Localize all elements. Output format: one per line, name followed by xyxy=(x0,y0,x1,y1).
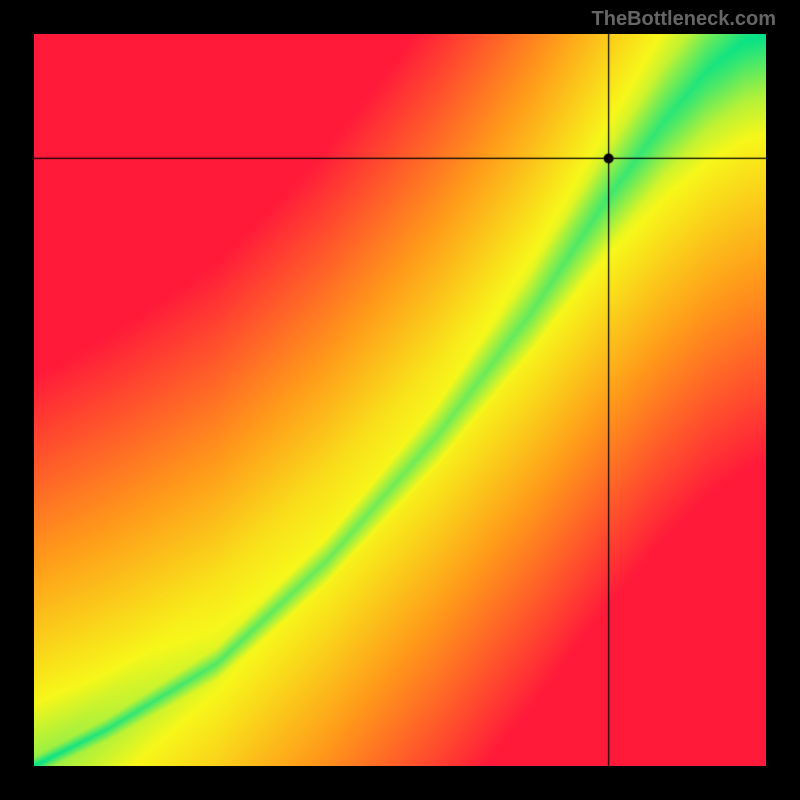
watermark-text: TheBottleneck.com xyxy=(592,8,776,31)
heatmap-plot xyxy=(34,34,766,766)
heatmap-canvas xyxy=(34,34,766,766)
